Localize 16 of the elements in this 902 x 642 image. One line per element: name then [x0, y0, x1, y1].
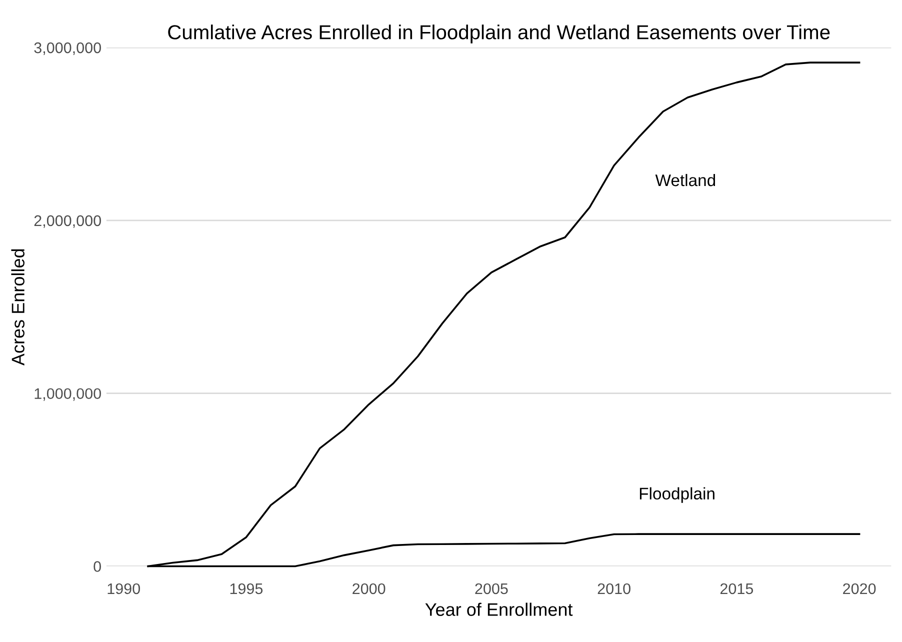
x-axis-title: Year of Enrollment	[425, 602, 573, 616]
y-axis-title: Acres Enrolled	[11, 249, 24, 366]
x-tick-label: 2005	[475, 583, 508, 594]
x-tick-label: 2010	[598, 583, 630, 594]
x-tick-label: 1990	[108, 583, 140, 594]
x-tick-label: 2015	[720, 583, 754, 594]
y-tick-label: 1,000,000	[34, 388, 101, 401]
x-tick-label: 2020	[843, 583, 876, 594]
series-label: Floodplain	[640, 487, 714, 503]
x-tick-label: 2000	[352, 583, 386, 594]
y-tick-label: 2,000,000	[34, 215, 101, 228]
text: Wetland	[655, 174, 716, 186]
y-tick-label: 0	[94, 561, 101, 572]
chart-title: Cumlative Acres Enrolled in Floodplain and Wetland Easements over Time	[168, 24, 830, 44]
y-tick-label: 3,000,000	[34, 42, 101, 55]
x-tick-label: 1995	[230, 583, 263, 594]
